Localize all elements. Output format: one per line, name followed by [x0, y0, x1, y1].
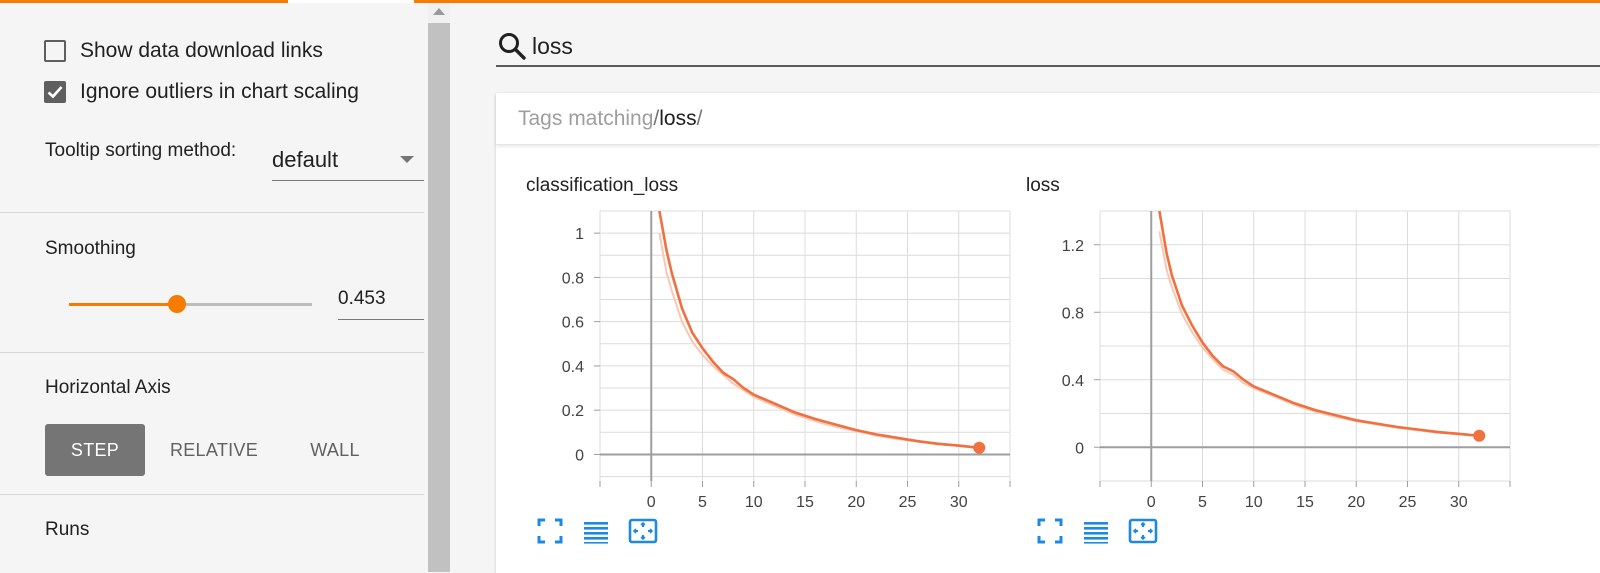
ignore-outliers-label: Ignore outliers in chart scaling [80, 80, 359, 103]
scroll-up-button[interactable] [428, 3, 450, 23]
fullscreen-button[interactable] [536, 517, 564, 545]
fit-domain-icon [628, 518, 658, 544]
top-accent-bar [0, 0, 1600, 3]
chart-title: loss [1026, 175, 1060, 196]
divider [0, 212, 424, 213]
y-tick-label: 0.8 [1062, 305, 1084, 322]
show-download-links-checkbox[interactable] [44, 40, 66, 62]
show-download-links-row[interactable]: Show data download links [44, 37, 323, 65]
x-tick-label: 5 [1198, 494, 1207, 511]
chart-toolbar [1036, 517, 1174, 545]
raw-series-line [1158, 231, 1480, 438]
chart-plot[interactable]: 0 5 10 15 20 25 30 0 0.4 0.8 1.2 [1026, 163, 1526, 513]
show-download-links-label: Show data download links [80, 39, 323, 62]
x-tick-label: 10 [745, 494, 763, 511]
smoothing-slider[interactable] [69, 295, 312, 313]
raw-series-line [658, 232, 980, 450]
x-tick-label: 0 [1147, 494, 1156, 511]
search-icon [499, 33, 526, 60]
x-tick-label: 10 [1245, 494, 1263, 511]
y-tick-label: 0.4 [1062, 373, 1084, 390]
tag-group-query: loss [659, 106, 697, 130]
tag-group-prefix: Tags matching [518, 106, 654, 130]
fullscreen-icon [537, 518, 563, 544]
chart-card-loss: loss 0 5 10 15 20 25 30 0 0.4 0.8 1.2 [1026, 163, 1526, 563]
last-point-marker [1473, 429, 1486, 442]
y-tick-label: 0 [1075, 440, 1084, 457]
fit-domain-button[interactable] [628, 517, 658, 545]
fullscreen-icon [1037, 518, 1063, 544]
sidebar-scrollbar[interactable] [428, 3, 450, 572]
sidebar: Show data download links Ignore outliers… [0, 3, 428, 572]
y-tick-label: 0.6 [562, 315, 584, 332]
x-tick-label: 30 [950, 494, 968, 511]
x-tick-label: 20 [1347, 494, 1365, 511]
tooltip-sorting-value: default [272, 146, 339, 172]
chart-toolbar [536, 517, 674, 545]
x-tick-label: 25 [899, 494, 917, 511]
tooltip-sorting-label: Tooltip sorting method: [45, 140, 237, 161]
chart-card-classification-loss: classification_loss 0 5 10 15 20 25 30 0 0.2 0.4 0… [526, 163, 1026, 563]
runs-title: Runs [45, 519, 90, 540]
x-tick-label: 30 [1450, 494, 1468, 511]
chevron-up-icon [433, 8, 445, 15]
divider [0, 352, 424, 353]
axis-step-button[interactable]: STEP [45, 424, 145, 476]
checkmark-icon [47, 86, 63, 99]
tag-group-card: Tags matching / loss / classification_loss… [496, 93, 1600, 573]
fullscreen-button[interactable] [1036, 517, 1064, 545]
chart-grid [599, 210, 1011, 481]
x-tick-label: 15 [796, 494, 814, 511]
y-tick-label: 0.4 [562, 359, 584, 376]
smoothing-slider-fill [69, 303, 177, 306]
last-point-marker [973, 441, 986, 454]
x-tick-label: 25 [1399, 494, 1417, 511]
tooltip-sorting-select[interactable]: default [272, 143, 424, 181]
chart-title: classification_loss [526, 175, 679, 196]
ignore-outliers-checkbox[interactable] [44, 81, 66, 103]
active-tab-indicator [288, 0, 414, 3]
tag-group-slash: / [696, 106, 703, 130]
axis-wall-button[interactable]: WALL [310, 439, 360, 460]
x-tick-label: 0 [647, 494, 656, 511]
ignore-outliers-row[interactable]: Ignore outliers in chart scaling [44, 78, 359, 106]
tag-filter-input[interactable]: loss [496, 27, 1600, 67]
horizontal-axis-title: Horizontal Axis [45, 377, 171, 398]
x-tick-label: 15 [1296, 494, 1314, 511]
toggle-log-button[interactable] [582, 517, 610, 545]
smoothing-slider-thumb[interactable] [167, 295, 186, 313]
smoothed-series-line [658, 211, 980, 450]
y-tick-label: 0.2 [562, 403, 584, 420]
y-tick-label: 0 [575, 447, 584, 464]
chart-grid [1099, 210, 1511, 482]
fit-domain-button[interactable] [1128, 517, 1158, 545]
tag-group-header[interactable]: Tags matching / loss / [496, 93, 1600, 145]
main-panel: loss Tags matching / loss / classification… [450, 3, 1600, 573]
tag-group-slash: / [653, 106, 660, 130]
x-tick-label: 5 [698, 494, 707, 511]
chart-plot[interactable]: 0 5 10 15 20 25 30 0 0.2 0.4 0.6 0.8 1 [526, 163, 1026, 513]
y-tick-label: 1.2 [1062, 238, 1084, 255]
tag-filter-value: loss [532, 32, 573, 59]
toggle-log-icon [1084, 522, 1108, 544]
axis-relative-button[interactable]: RELATIVE [169, 439, 259, 460]
chevron-down-icon [400, 156, 414, 163]
toggle-log-icon [584, 522, 608, 544]
smoothing-title: Smoothing [45, 238, 136, 259]
x-tick-label: 20 [847, 494, 865, 511]
y-tick-label: 0.8 [562, 270, 584, 287]
smoothed-series-line [1158, 211, 1480, 438]
fit-domain-icon [1128, 518, 1158, 544]
y-tick-label: 1 [575, 226, 584, 243]
smoothing-input[interactable]: 0.453 [338, 288, 424, 320]
toggle-log-button[interactable] [1082, 517, 1110, 545]
divider [0, 494, 424, 495]
